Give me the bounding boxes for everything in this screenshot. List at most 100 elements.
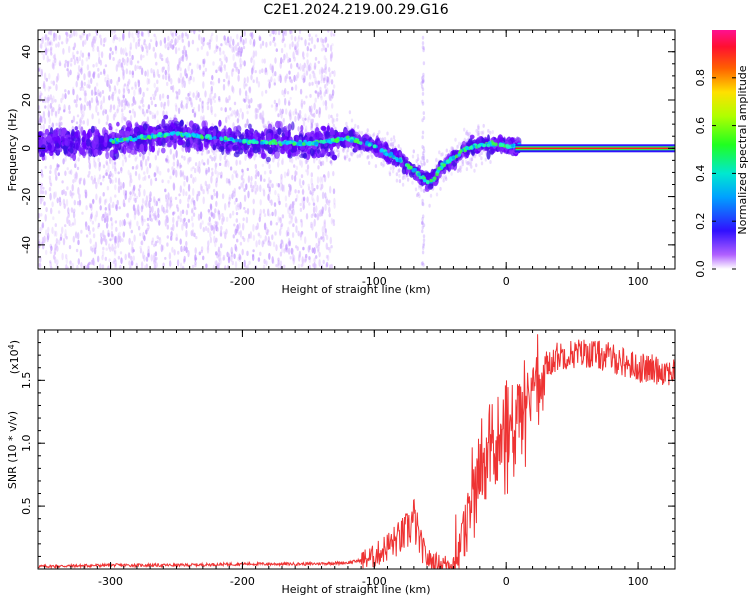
noise-point (145, 263, 148, 269)
noise-point (277, 161, 280, 168)
noise-point (316, 122, 319, 128)
noise-point (234, 228, 237, 236)
noise-point (331, 70, 334, 75)
noise-point (296, 48, 300, 56)
noise-point (176, 64, 180, 71)
noise-point (121, 57, 125, 63)
noise-point (489, 160, 492, 164)
noise-point (285, 108, 288, 115)
noise-point (477, 130, 480, 135)
noise-point (154, 210, 157, 219)
noise-point (155, 87, 158, 93)
noise-point (141, 218, 144, 227)
noise-point (282, 184, 286, 193)
noise-point (166, 56, 169, 64)
noise-point (76, 50, 79, 55)
noise-point (177, 215, 180, 219)
noise-point (219, 58, 222, 62)
band-point (49, 138, 54, 143)
band-point (261, 150, 266, 159)
noise-point (47, 226, 50, 233)
noise-point (309, 62, 312, 68)
noise-point (198, 190, 201, 197)
noise-point (322, 259, 325, 265)
noise-point (179, 210, 183, 218)
noise-point (299, 207, 303, 212)
noise-point (283, 171, 287, 179)
noise-point (310, 221, 313, 225)
noise-point (261, 40, 265, 46)
noise-point (176, 159, 179, 167)
noise-point (50, 80, 53, 85)
noise-point (388, 172, 392, 177)
noise-point (97, 49, 101, 58)
noise-point (293, 254, 296, 263)
noise-point (259, 174, 263, 182)
noise-point (58, 117, 61, 126)
noise-point (179, 164, 183, 168)
noise-point (39, 94, 42, 102)
noise-point (162, 74, 165, 80)
noise-point (190, 230, 193, 237)
noise-point (157, 147, 161, 153)
noise-point (113, 161, 117, 169)
noise-point (246, 263, 250, 269)
noise-point (337, 153, 340, 157)
noise-point (231, 68, 235, 72)
noise-point (231, 46, 234, 53)
noise-point (138, 190, 141, 198)
noise-point (60, 121, 63, 126)
noise-point (188, 156, 191, 163)
noise-point (119, 264, 122, 269)
noise-point (183, 45, 186, 52)
noise-point (311, 192, 314, 196)
noise-point (69, 260, 72, 265)
noise-point (71, 51, 75, 60)
noise-point (187, 92, 190, 97)
noise-point (445, 177, 448, 181)
noise-point (153, 198, 157, 207)
noise-point (131, 260, 134, 266)
noise-point (421, 135, 424, 140)
noise-point (112, 260, 116, 264)
noise-point (141, 215, 144, 221)
noise-point (103, 37, 106, 44)
noise-point (68, 60, 71, 64)
noise-point (261, 115, 264, 121)
noise-point (143, 171, 146, 175)
noise-point (210, 35, 213, 42)
noise-point (44, 190, 47, 195)
noise-point (358, 153, 362, 158)
noise-point (174, 38, 177, 46)
noise-point (304, 158, 308, 165)
noise-point (252, 198, 255, 205)
noise-point (56, 259, 59, 265)
noise-point (195, 95, 198, 101)
noise-point (70, 169, 73, 176)
noise-point (79, 35, 83, 41)
noise-point (122, 182, 125, 189)
noise-point (326, 254, 330, 261)
noise-point (285, 52, 288, 59)
noise-point (187, 77, 191, 82)
noise-point (104, 207, 108, 211)
noise-point (301, 64, 304, 72)
noise-point (461, 159, 464, 164)
noise-point (422, 156, 426, 161)
noise-point (329, 160, 332, 164)
noise-point (299, 159, 302, 166)
band-point (156, 125, 161, 130)
band-point (295, 135, 300, 144)
noise-point (244, 96, 248, 102)
noise-point (201, 159, 204, 165)
noise-point (422, 78, 425, 83)
noise-point (150, 100, 154, 106)
noise-point (64, 233, 67, 239)
noise-point (225, 56, 228, 63)
noise-point (163, 37, 167, 44)
noise-point (182, 50, 185, 56)
noise-point (300, 263, 303, 268)
noise-point (295, 218, 298, 224)
noise-point (277, 183, 280, 188)
